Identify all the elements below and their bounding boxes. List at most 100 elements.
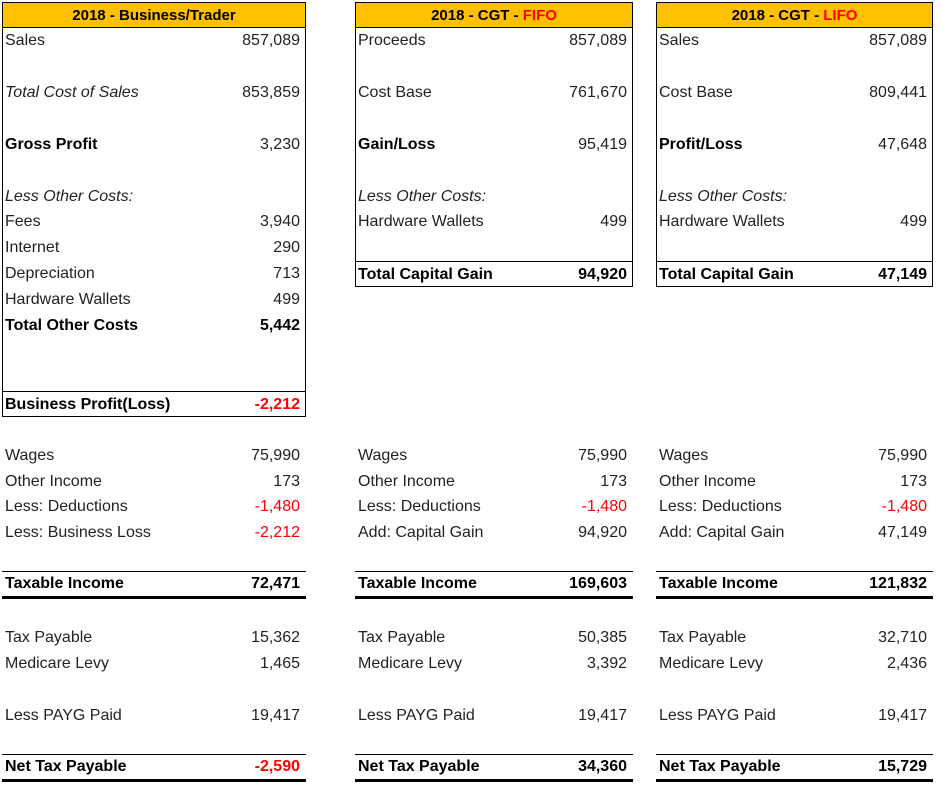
- row-value: 853,859: [242, 84, 300, 101]
- panel-box: [2, 2, 306, 417]
- row-label: Total Capital Gain: [659, 265, 794, 283]
- row-label: Less Other Costs:: [659, 188, 788, 205]
- row-label: Wages: [358, 447, 408, 464]
- sheet-row: Sales 857,089: [656, 28, 933, 54]
- row-value: -2,590: [254, 758, 300, 775]
- row-value: 34,360: [578, 758, 627, 775]
- sheet-row: Business Profit(Loss) -2,212: [2, 391, 306, 417]
- row-label: Taxable Income: [358, 575, 477, 592]
- sheet-row: Hardware Wallets 499: [2, 287, 306, 313]
- sheet-row: Less PAYG Paid 19,417: [656, 703, 933, 729]
- row-label: Net Tax Payable: [358, 758, 480, 775]
- row-label: Proceeds: [358, 32, 426, 49]
- row-value: 47,648: [878, 136, 927, 153]
- row-value: -1,480: [254, 498, 300, 515]
- row-value: 3,940: [259, 213, 300, 230]
- sheet-row: Total Capital Gain 94,920: [355, 261, 633, 287]
- row-value: 809,441: [869, 84, 927, 101]
- row-value: 169,603: [569, 575, 627, 592]
- row-value: 173: [600, 473, 627, 490]
- sheet-row: Less Other Costs:: [2, 184, 306, 210]
- row-value: 94,920: [578, 265, 627, 283]
- row-value: -1,480: [881, 498, 927, 515]
- row-value: 761,670: [569, 84, 627, 101]
- row-label: Net Tax Payable: [5, 758, 127, 775]
- sheet-row: Less Other Costs:: [355, 184, 633, 210]
- sheet-row: Proceeds 857,089: [355, 28, 633, 54]
- sheet-row: Wages 75,990: [2, 443, 306, 469]
- sheet-row: Tax Payable 32,710: [656, 625, 933, 651]
- sheet-row: Profit/Loss 47,648: [656, 132, 933, 158]
- row-value: 47,149: [878, 265, 927, 283]
- sheet-row: Tax Payable 50,385: [355, 625, 633, 651]
- row-value: 50,385: [578, 629, 627, 646]
- row-value: 75,990: [578, 447, 627, 464]
- panel-box: [355, 2, 633, 287]
- sheet-row: Wages 75,990: [656, 443, 933, 469]
- row-label: Gross Profit: [5, 136, 98, 153]
- header-text: 2018 - Business/Trader: [72, 6, 236, 24]
- sheet-row: Add: Capital Gain 94,920: [355, 520, 633, 546]
- sheet-row: Total Cost of Sales 853,859: [2, 80, 306, 106]
- row-value: -2,212: [254, 524, 300, 541]
- row-label: Net Tax Payable: [659, 758, 781, 775]
- row-label: Sales: [659, 32, 700, 49]
- row-label: Total Cost of Sales: [5, 84, 139, 101]
- row-label: Gain/Loss: [358, 136, 436, 153]
- row-value: 499: [900, 213, 927, 230]
- row-value: 72,471: [251, 575, 300, 592]
- sheet-row: Taxable Income 169,603: [355, 571, 633, 599]
- row-value: 857,089: [242, 32, 300, 49]
- sheet-row: Other Income 173: [2, 469, 306, 495]
- sheet-row: Less: Deductions -1,480: [656, 494, 933, 520]
- sheet-row: Depreciation 713: [2, 261, 306, 287]
- sheet-row: Less PAYG Paid 19,417: [2, 703, 306, 729]
- row-label: Hardware Wallets: [659, 213, 785, 230]
- header-method: LIFO: [823, 6, 858, 24]
- sheet-row: Total Other Costs 5,442: [2, 313, 306, 339]
- row-value: 713: [273, 265, 300, 282]
- row-label: Medicare Levy: [5, 655, 110, 672]
- sheet-row: Sales 857,089: [2, 28, 306, 54]
- sheet-row: Gain/Loss 95,419: [355, 132, 633, 158]
- sheet-row: Wages 75,990: [355, 443, 633, 469]
- sheet-row: Add: Capital Gain 47,149: [656, 520, 933, 546]
- row-value: 1,465: [259, 655, 300, 672]
- panel-header: 2018 - Business/Trader: [2, 2, 306, 28]
- sheet-row: Medicare Levy 1,465: [2, 651, 306, 677]
- row-value: 2,436: [886, 655, 927, 672]
- sheet-row: Less: Business Loss -2,212: [2, 520, 306, 546]
- sheet-row: Medicare Levy 3,392: [355, 651, 633, 677]
- row-label: Less: Business Loss: [5, 524, 151, 541]
- row-label: Add: Capital Gain: [659, 524, 785, 541]
- row-value: 95,419: [578, 136, 627, 153]
- row-label: Less PAYG Paid: [358, 707, 475, 724]
- header-method: FIFO: [522, 6, 557, 24]
- row-label: Medicare Levy: [358, 655, 463, 672]
- sheet-row: Internet 290: [2, 235, 306, 261]
- row-label: Business Profit(Loss): [5, 395, 171, 413]
- row-value: 47,149: [878, 524, 927, 541]
- row-label: Other Income: [358, 473, 455, 490]
- row-label: Tax Payable: [659, 629, 747, 646]
- sheet-row: Gross Profit 3,230: [2, 132, 306, 158]
- sheet-row: Taxable Income 121,832: [656, 571, 933, 599]
- panel-box: [656, 2, 933, 287]
- row-value: 75,990: [251, 447, 300, 464]
- row-value: 75,990: [878, 447, 927, 464]
- sheet-row: Less PAYG Paid 19,417: [355, 703, 633, 729]
- sheet-row: Less: Deductions -1,480: [355, 494, 633, 520]
- row-label: Total Capital Gain: [358, 265, 493, 283]
- row-label: Less PAYG Paid: [5, 707, 122, 724]
- row-label: Total Other Costs: [5, 317, 139, 334]
- row-label: Less Other Costs:: [358, 188, 487, 205]
- row-value: 19,417: [578, 707, 627, 724]
- row-label: Taxable Income: [5, 575, 124, 592]
- sheet-row: Fees 3,940: [2, 209, 306, 235]
- row-value: 857,089: [869, 32, 927, 49]
- row-label: Depreciation: [5, 265, 95, 282]
- row-value: 121,832: [869, 575, 927, 592]
- row-label: Taxable Income: [659, 575, 778, 592]
- sheet-row: Less: Deductions -1,480: [2, 494, 306, 520]
